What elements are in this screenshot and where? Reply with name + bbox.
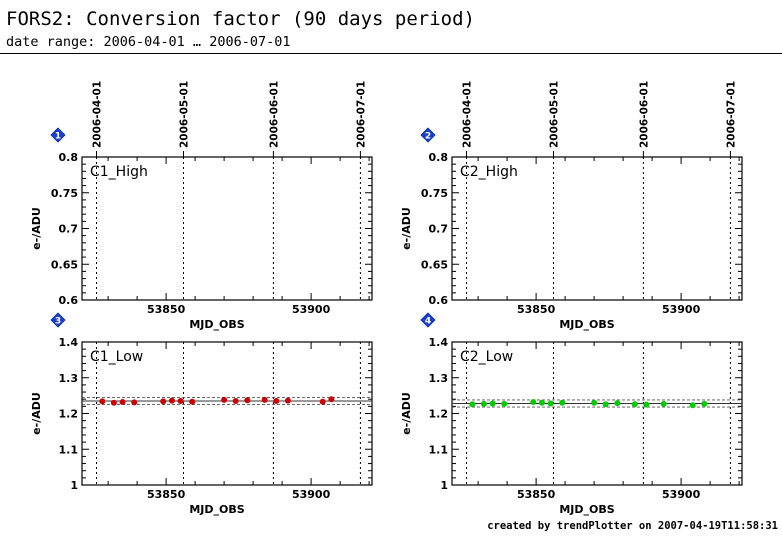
data-point (328, 396, 335, 403)
y-tick-label: 1 (440, 479, 448, 492)
data-point (631, 401, 638, 408)
panel-number-badge (420, 312, 436, 328)
footer-credit: created by trendPlotter on 2007-04-19T11… (487, 520, 778, 532)
y-tick-label: 0.8 (429, 151, 449, 164)
chart-panel-4: 53850 53900 1 1.1 1.2 1.3 1.4 MJD_OBS e-/ADU C2_L… (400, 312, 743, 516)
panel-number-badge (50, 312, 66, 328)
data-point (530, 399, 537, 406)
data-point (547, 400, 554, 407)
y-axis-label: e-/ADU (30, 207, 43, 250)
y-tick-label: 1.2 (429, 408, 449, 421)
y-tick-label: 0.8 (59, 151, 79, 164)
date-marker-label: 2006-05-01 (549, 81, 561, 148)
y-tick-label: 1.4 (59, 336, 79, 349)
panel-label: C2_High (460, 164, 518, 180)
x-tick-label: 53850 (517, 488, 556, 501)
page-subtitle: date range: 2006-04-01 … 2006-07-01 (6, 34, 291, 50)
y-tick-label: 0.65 (421, 258, 448, 271)
data-point (614, 400, 621, 407)
data-point (319, 398, 326, 405)
data-point (261, 396, 268, 403)
panel-label: C1_High (90, 164, 148, 180)
date-marker-label: 2006-04-01 (462, 81, 474, 148)
data-point (131, 399, 138, 406)
y-tick-label: 1.1 (59, 443, 79, 456)
date-marker-label: 2006-07-01 (725, 81, 737, 148)
x-tick-label: 53900 (662, 303, 701, 316)
x-axis-label: MJD_OBS (559, 318, 614, 331)
header-divider (0, 53, 782, 54)
x-tick-label: 53900 (662, 488, 701, 501)
date-marker-label: 2006-04-01 (92, 81, 104, 148)
y-tick-label: 0.7 (429, 223, 449, 236)
date-marker-label: 2006-07-01 (355, 81, 367, 148)
panel-number: 3 (55, 317, 61, 327)
x-tick-label: 53900 (292, 488, 331, 501)
chart-panel-3: 53850 53900 1 1.1 1.2 1.3 1.4 MJD_OBS e-/ADU C1_L… (30, 312, 373, 516)
x-axis-label: MJD_OBS (559, 503, 614, 516)
y-axis-label: e-/ADU (400, 207, 413, 250)
x-axis-label: MJD_OBS (189, 503, 244, 516)
panel-number: 1 (55, 132, 61, 142)
data-point (232, 397, 239, 404)
date-marker-label: 2006-06-01 (638, 81, 650, 148)
y-tick-label: 1 (70, 479, 78, 492)
data-point (244, 397, 251, 404)
page-title: FORS2: Conversion factor (90 days period… (6, 8, 475, 30)
y-tick-label: 0.6 (59, 294, 79, 307)
panel-label: C1_Low (90, 349, 143, 365)
data-point (660, 400, 667, 407)
y-axis-label: e-/ADU (30, 392, 43, 435)
data-point (110, 399, 117, 406)
x-axis-label: MJD_OBS (189, 318, 244, 331)
x-tick-label: 53900 (292, 303, 331, 316)
chart-panel-2: 2006-04-01 2006-05-01 2006-06-01 2006-07-01… (400, 81, 743, 331)
panel-number-badge (50, 127, 66, 143)
data-point (538, 399, 545, 406)
data-point (177, 397, 184, 404)
data-point (469, 401, 476, 408)
y-tick-label: 0.75 (421, 187, 448, 200)
y-tick-label: 1.1 (429, 443, 449, 456)
data-point (591, 399, 598, 406)
data-point (221, 396, 228, 403)
data-point (501, 400, 508, 407)
panel-number: 2 (425, 132, 431, 142)
data-point (480, 400, 487, 407)
y-tick-label: 0.7 (59, 223, 79, 236)
y-axis-label: e-/ADU (400, 392, 413, 435)
date-marker-label: 2006-05-01 (179, 81, 191, 148)
chart-panel-1: 2006-04-01 2006-05-01 2006-06-01 2006-07-01… (30, 81, 373, 331)
data-point (160, 398, 167, 405)
data-point (273, 397, 280, 404)
date-marker-label: 2006-06-01 (268, 81, 280, 148)
y-tick-label: 0.65 (51, 258, 78, 271)
data-point (489, 400, 496, 407)
data-point (189, 398, 196, 405)
data-point (643, 401, 650, 408)
x-tick-label: 53850 (147, 303, 186, 316)
y-tick-label: 0.75 (51, 187, 78, 200)
panel-number-badge (420, 127, 436, 143)
x-tick-label: 53850 (147, 488, 186, 501)
data-point (119, 399, 126, 406)
panel-label: C2_Low (460, 349, 513, 365)
data-point (602, 401, 609, 408)
y-tick-label: 1.4 (429, 336, 449, 349)
data-point (284, 397, 291, 404)
data-point (701, 400, 708, 407)
data-point (559, 399, 566, 406)
x-tick-label: 53850 (517, 303, 556, 316)
y-tick-label: 1.2 (59, 408, 79, 421)
data-point (689, 402, 696, 409)
data-point (99, 398, 106, 405)
y-tick-label: 1.3 (59, 372, 79, 385)
data-point (168, 397, 175, 404)
y-tick-label: 1.3 (429, 372, 449, 385)
panel-number: 4 (425, 317, 431, 327)
y-tick-label: 0.6 (429, 294, 449, 307)
